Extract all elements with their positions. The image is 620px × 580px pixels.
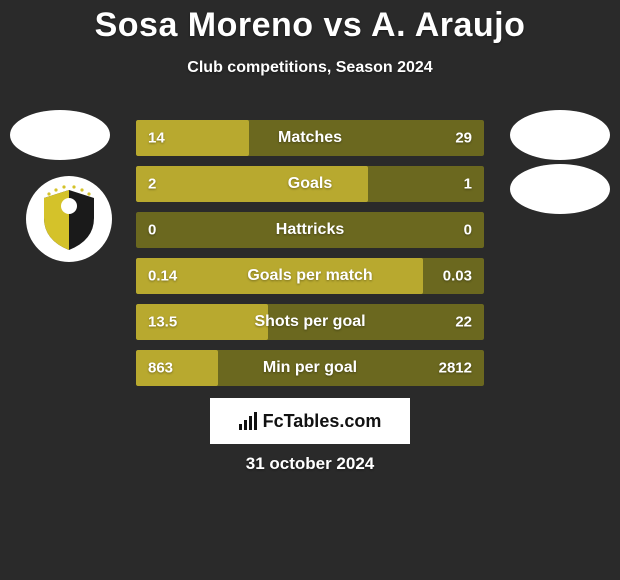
brand-badge: FcTables.com: [210, 398, 410, 444]
stat-value-left: 0: [148, 222, 156, 239]
signal-icon: [239, 412, 257, 430]
stat-value-left: 863: [148, 360, 173, 377]
stat-row: 863 2812 Min per goal: [136, 350, 484, 386]
stat-value-left: 0.14: [148, 268, 177, 285]
player-right-avatar: [510, 110, 610, 160]
stat-row: 0.14 0.03 Goals per match: [136, 258, 484, 294]
stat-row: 2 1 Goals: [136, 166, 484, 202]
player-left-avatar: [10, 110, 110, 160]
page-title: Sosa Moreno vs A. Araujo: [0, 0, 620, 45]
stat-value-right: 1: [464, 176, 472, 193]
shield-icon: [34, 184, 104, 254]
stat-label: Hattricks: [276, 221, 344, 239]
stat-value-right: 0.03: [443, 268, 472, 285]
stat-value-right: 29: [455, 130, 472, 147]
stat-value-right: 2812: [439, 360, 472, 377]
stat-label: Shots per goal: [254, 313, 365, 331]
stat-value-left: 13.5: [148, 314, 177, 331]
stat-label: Matches: [278, 129, 342, 147]
stat-bar-fill: [136, 166, 368, 202]
stat-row: 14 29 Matches: [136, 120, 484, 156]
club-logo-left: [26, 176, 112, 262]
stats-bars: 14 29 Matches 2 1 Goals 0 0 Hattricks 0.14 0.03 Goa…: [136, 120, 484, 396]
stat-label: Min per goal: [263, 359, 357, 377]
stat-value-left: 14: [148, 130, 165, 147]
stat-value-right: 0: [464, 222, 472, 239]
stat-label: Goals: [288, 175, 332, 193]
stat-value-left: 2: [148, 176, 156, 193]
brand-text: FcTables.com: [263, 411, 382, 432]
date-text: 31 october 2024: [0, 454, 620, 474]
stat-value-right: 22: [455, 314, 472, 331]
stat-label: Goals per match: [247, 267, 372, 285]
player-right-avatar-secondary: [510, 164, 610, 214]
stat-row: 13.5 22 Shots per goal: [136, 304, 484, 340]
stat-row: 0 0 Hattricks: [136, 212, 484, 248]
page-subtitle: Club competitions, Season 2024: [0, 59, 620, 77]
